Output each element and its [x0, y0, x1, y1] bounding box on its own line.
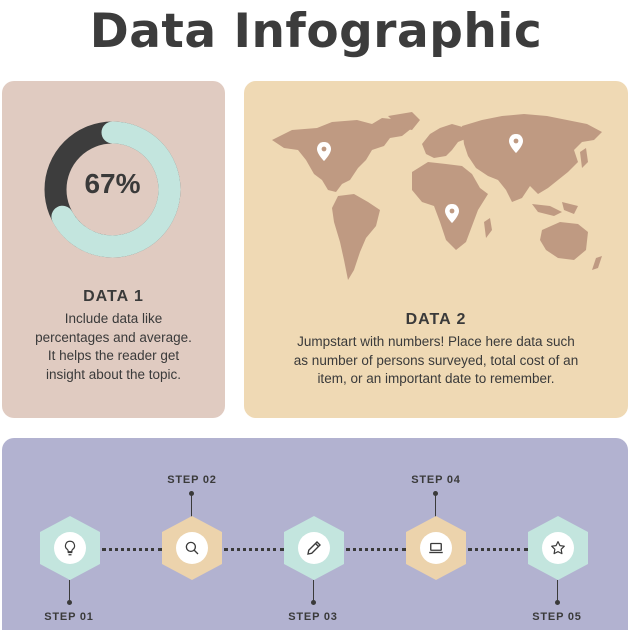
- japan-shape: [580, 148, 588, 168]
- step-01-icon-circle[interactable]: [54, 532, 86, 564]
- timeline-connector: [224, 548, 284, 551]
- data-2-heading: DATA 2: [405, 311, 467, 328]
- asia-shape: [462, 114, 602, 202]
- step-connector-line: [191, 493, 192, 517]
- step-03-icon-circle[interactable]: [298, 532, 330, 564]
- europe-shape: [422, 124, 468, 158]
- madagascar-shape: [484, 218, 492, 238]
- data-1-heading: DATA 1: [83, 288, 144, 305]
- step-02-icon-circle[interactable]: [176, 532, 208, 564]
- pencil-icon: [307, 541, 321, 555]
- greenland-shape: [388, 112, 420, 130]
- map-pin-icon: [445, 204, 459, 223]
- step-connector-dot: [311, 600, 316, 605]
- lightbulb-icon: [64, 540, 76, 556]
- step-02-label: STEP 02: [167, 474, 217, 486]
- step-connector-line: [313, 580, 314, 602]
- data-1-description: Include data like percentages and averag…: [2, 310, 225, 384]
- timeline-connector: [346, 548, 406, 551]
- step-connector-line: [435, 493, 436, 517]
- timeline-connector: [468, 548, 528, 551]
- donut-progress-arc: [44, 121, 181, 258]
- step-03-label: STEP 03: [288, 611, 338, 623]
- south-america-shape: [332, 194, 380, 280]
- step-04-icon-circle[interactable]: [420, 532, 452, 564]
- data-2-line: Jumpstart with numbers! Place here data …: [297, 334, 575, 349]
- data-2-line: as number of persons surveyed, total cos…: [293, 352, 579, 368]
- data-1-line: Include data like: [64, 311, 163, 326]
- data-2-line: item, or an important date to remember.: [317, 371, 555, 386]
- donut-percent-label: 67%: [84, 168, 141, 199]
- north-america-shape: [272, 118, 412, 192]
- step-05-label: STEP 05: [532, 611, 582, 623]
- indonesia-shape: [562, 202, 578, 214]
- map-pin-icon: [317, 142, 331, 161]
- step-connector-dot: [67, 600, 72, 605]
- page-title: Data Infographic: [89, 4, 543, 59]
- australia-shape: [540, 222, 588, 260]
- step-04-label: STEP 04: [411, 474, 461, 486]
- step-05-icon-circle[interactable]: [542, 532, 574, 564]
- data-1-line: percentages and average.: [35, 329, 192, 345]
- step-connector-dot: [555, 600, 560, 605]
- step-connector-line: [557, 580, 558, 602]
- data-1-line: It helps the reader get: [47, 348, 180, 363]
- world-map: [272, 112, 602, 280]
- star-icon: [551, 541, 565, 555]
- continents: [272, 112, 602, 280]
- percentage-donut-chart: [44, 121, 181, 258]
- timeline-connector: [102, 548, 162, 551]
- southeast-asia-islands-shape: [532, 204, 562, 216]
- data-2-description: Jumpstart with numbers! Place here data …: [244, 333, 628, 389]
- map-pin-icon: [509, 134, 523, 153]
- laptop-icon: [429, 542, 443, 554]
- new-zealand-shape: [592, 256, 602, 270]
- step-connector-line: [69, 580, 70, 602]
- step-01-label: STEP 01: [44, 611, 94, 623]
- search-icon: [185, 541, 199, 555]
- data-1-line: insight about the topic.: [45, 366, 182, 382]
